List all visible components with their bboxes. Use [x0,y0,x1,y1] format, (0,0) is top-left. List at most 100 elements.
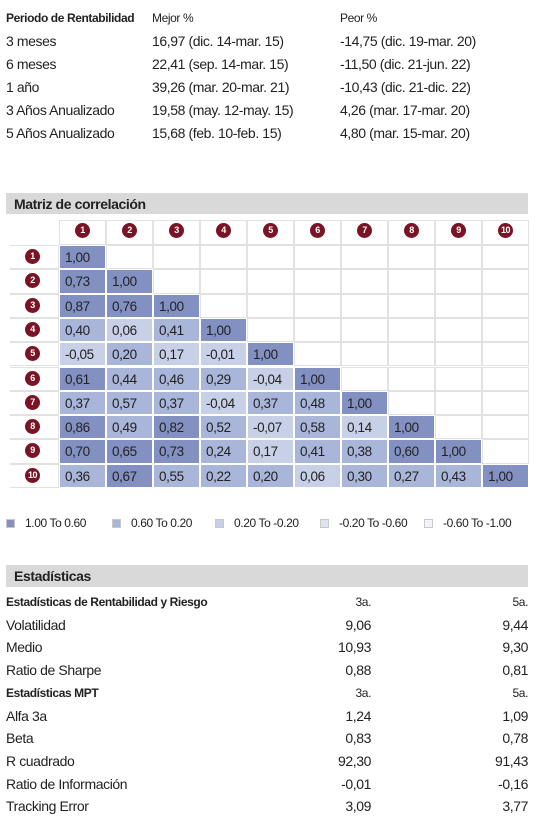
column-number: 8 [404,223,419,238]
row-number: 2 [25,273,40,289]
table-cell: 22,41 (sep. 14-mar. 15) [152,56,289,72]
correlation-cell: 0,24 [200,439,247,464]
correlation-cell: 0,61 [59,366,106,391]
grid-cell [59,220,106,245]
legend-swatch [320,519,329,528]
correlation-cell: 0,29 [200,366,247,391]
table-cell: -10,43 (dic. 21-dic. 22) [340,79,471,95]
stats-cell: 92,30 [337,752,371,769]
row-number: 8 [25,419,40,435]
stats-cell: 0,88 [345,662,371,679]
stats-cell: 0,78 [502,730,528,747]
section-title: Estadísticas [14,568,91,584]
correlation-cell: 0,41 [294,439,341,464]
grid-cell [10,317,59,343]
stats-cell: Ratio de Información [6,775,128,792]
empty-cell [294,317,341,343]
correlation-cell: 0,38 [341,439,388,464]
correlation-cell: 1,00 [153,293,200,318]
correlation-cell: -0,04 [200,390,247,416]
correlation-cell: -0,01 [200,342,247,367]
grid-cell [200,220,247,245]
table-cell: 3 Años Anualizado [6,102,115,118]
row-number: 5 [25,346,40,362]
empty-cell [341,245,388,270]
column-number: 9 [451,223,466,238]
legend-swatch [424,519,433,528]
legend-label: 1.00 To 0.60 [25,516,87,530]
stats-cell: Beta [6,730,34,747]
empty-cell [435,245,482,270]
correlation-cell: 0,14 [341,415,388,440]
correlation-cell: 0,20 [106,342,153,367]
table-cell: 3 meses [6,33,57,49]
table-cell: 16,97 (dic. 14-mar. 15) [152,33,284,49]
row-number: 7 [25,394,40,410]
correlation-cell: 0,48 [294,390,341,416]
table-cell: 1 año [6,79,40,95]
empty-cell [247,293,294,318]
stats-cell: 0,81 [502,662,528,679]
header-cell: Periodo de Rentabilidad [6,11,135,25]
header-cell: Peor % [340,11,377,25]
grid-cell [341,220,388,245]
correlation-cell: 0,44 [106,366,153,391]
empty-cell [153,269,200,294]
stats-cell: R cuadrado [6,752,75,769]
column-number: 4 [216,223,231,238]
correlation-cell: 0,17 [247,439,294,464]
empty-cell [153,245,200,270]
correlation-cell: 0,27 [388,463,435,488]
table-cell: 6 meses [6,56,57,72]
correlation-cell: 0,60 [388,439,435,464]
legend-swatch [6,519,15,528]
empty-cell [482,293,529,318]
column-number: 6 [310,223,325,238]
empty-cell [435,317,482,343]
correlation-cell: 1,00 [388,415,435,440]
stats-header: Estadísticas de Rentabilidad y Riesgo [6,595,208,609]
legend-label: 0.20 To -0.20 [234,516,299,530]
column-number: 5 [263,223,278,238]
grid-cell [10,245,59,270]
header-cell: Mejor % [152,11,194,25]
stats-cell: Ratio de Sharpe [6,662,102,679]
stats-cell: Medio [6,639,43,656]
grid-cell [247,220,294,245]
correlation-cell: 1,00 [247,342,294,367]
correlation-cell: 0,73 [59,269,106,294]
correlation-cell: 0,87 [59,293,106,318]
empty-cell [388,366,435,391]
correlation-cell: 1,00 [106,269,153,294]
empty-cell [482,317,529,343]
correlation-cell: 0,49 [106,415,153,440]
correlation-cell: -0,05 [59,342,106,367]
legend-label: -0.60 To -1.00 [443,516,512,530]
empty-cell [294,342,341,367]
stats-cell: 9,06 [345,616,371,633]
stats-cell: Tracking Error [6,798,89,815]
table-cell: 19,58 (may. 12-may. 15) [152,102,294,118]
column-number: 7 [357,223,372,238]
stats-cell: -0,01 [341,775,371,792]
column-number: 3 [169,223,184,238]
correlation-cell: 1,00 [435,439,482,464]
grid-cell [294,220,341,245]
correlation-cell: 1,00 [482,463,529,488]
stats-header: 3a. [355,595,372,609]
table-cell: 15,68 (feb. 10-feb. 15) [152,125,282,141]
correlation-cell: 0,57 [106,390,153,416]
grid-cell [10,293,59,318]
correlation-cell: 0,76 [106,293,153,318]
stats-cell: 9,44 [502,616,528,633]
empty-cell [482,269,529,294]
correlation-cell: 0,58 [294,415,341,440]
empty-cell [435,269,482,294]
empty-cell [247,317,294,343]
empty-cell [200,269,247,294]
correlation-cell: 0,37 [247,390,294,416]
empty-cell [341,293,388,318]
correlation-cell: 0,37 [59,390,106,416]
correlation-cell: 0,52 [200,415,247,440]
